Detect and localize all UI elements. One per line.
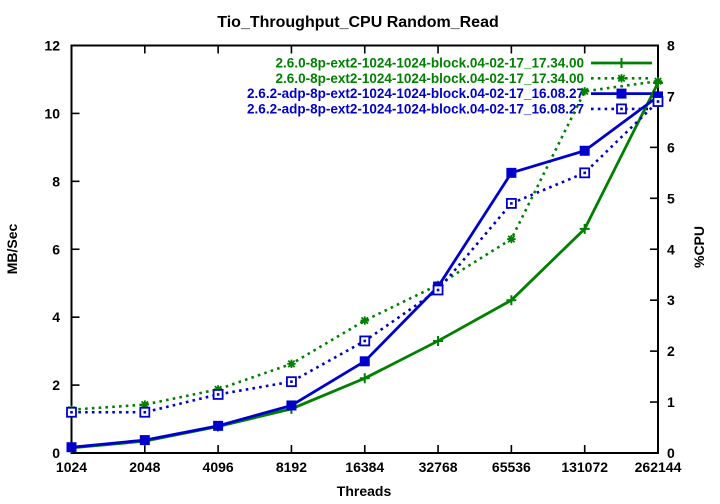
open-square-marker-dot (436, 288, 440, 292)
filled-square-marker-icon (506, 167, 517, 178)
open-square-marker-dot (656, 100, 660, 103)
legend-entry: 2.6.2-adp-8p-ext2-1024-1024-block.04-02-… (247, 101, 652, 116)
y2-tick-label: 3 (667, 292, 675, 308)
y2-tick-label: 8 (667, 38, 675, 54)
plus-marker-icon (579, 223, 590, 234)
x-tick-label: 2048 (129, 459, 160, 475)
filled-square-marker-icon (213, 420, 224, 431)
plot-area: 1024 2048 4096 8192 16384 32768 65536 131072 262… (44, 38, 681, 476)
filled-square-marker-icon (139, 435, 150, 446)
asterisk-marker-icon (653, 76, 663, 86)
plus-marker-icon (616, 58, 627, 68)
legend-entry: 2.6.2-adp-8p-ext2-1024-1024-block.04-02-… (247, 86, 652, 101)
y-tick-label: 0 (52, 445, 60, 461)
y2-tick-label: 5 (667, 190, 675, 206)
plus-marker-icon (359, 373, 370, 384)
legend-label: 2.6.2-adp-8p-ext2-1024-1024-block.04-02-… (247, 86, 584, 101)
x-tick-label: 4096 (203, 459, 234, 475)
open-square-marker-dot (216, 393, 220, 396)
asterisk-marker-icon (507, 234, 516, 244)
y2-axis-label: %CPU (691, 226, 707, 268)
y2-tick-label: 1 (667, 394, 675, 410)
open-square-marker-dot (510, 202, 513, 205)
legend-label: 2.6.2-adp-8p-ext2-1024-1024-block.04-02-… (247, 101, 584, 116)
plus-marker-icon (433, 335, 444, 346)
legend-label: 2.6.0-8p-ext2-1024-1024-block.04-02-17_1… (276, 71, 584, 86)
x-tick-label: 16384 (345, 459, 384, 475)
asterisk-marker-icon (580, 87, 589, 96)
filled-square-marker-icon (359, 356, 370, 367)
open-square-marker-dot (143, 410, 147, 414)
asterisk-marker-icon (140, 400, 150, 409)
y2-tick-label: 0 (667, 445, 675, 461)
y-tick-label: 6 (52, 241, 60, 257)
y-tick-label: 10 (44, 105, 60, 121)
plus-marker-icon (506, 295, 517, 306)
y2-tick-label: 2 (667, 343, 675, 359)
filled-square-marker-icon (616, 88, 627, 99)
series-line (71, 82, 660, 450)
y2-tick-label: 6 (667, 139, 675, 155)
legend-label: 2.6.0-8p-ext2-1024-1024-block.04-02-17_1… (276, 56, 584, 71)
y-tick-label: 4 (52, 309, 60, 325)
filled-square-marker-icon (579, 145, 590, 156)
x-tick-label: 32768 (419, 459, 458, 475)
filled-square-marker-icon (66, 442, 77, 453)
y-axis-label: MB/Sec (4, 224, 20, 275)
chart-title: Tio_Throughput_CPU Random_Read (217, 14, 499, 31)
open-square-marker-dot (583, 171, 586, 175)
series-0 (66, 77, 663, 453)
y2-tick-label: 7 (667, 88, 675, 104)
x-tick-label: 1024 (56, 459, 87, 475)
asterisk-marker-icon (617, 74, 626, 83)
open-square-marker-dot (290, 380, 293, 383)
legend-entry: 2.6.0-8p-ext2-1024-1024-block.04-02-17_1… (276, 71, 652, 86)
x-tick-label: 65536 (492, 459, 531, 475)
x-tick-label: 131072 (561, 459, 608, 475)
y-tick-label: 2 (52, 377, 60, 393)
filled-square-marker-icon (286, 400, 297, 411)
series-3 (66, 96, 664, 418)
y-tick-label: 12 (44, 38, 60, 54)
open-square-marker-dot (70, 410, 73, 414)
x-tick-label: 262144 (635, 459, 682, 475)
asterisk-marker-icon (287, 359, 296, 369)
x-tick-label: 8192 (276, 459, 307, 475)
y-tick-label: 8 (52, 173, 60, 189)
series-line (71, 95, 659, 449)
legend: 2.6.0-8p-ext2-1024-1024-block.04-02-17_1… (247, 56, 652, 116)
series-2 (66, 91, 663, 453)
asterisk-marker-icon (360, 316, 369, 325)
open-square-marker-dot (363, 339, 367, 343)
x-axis-label: Threads (337, 483, 392, 499)
y2-tick-label: 4 (667, 241, 675, 257)
legend-entry: 2.6.0-8p-ext2-1024-1024-block.04-02-17_1… (276, 56, 652, 71)
open-square-marker-dot (620, 107, 623, 111)
